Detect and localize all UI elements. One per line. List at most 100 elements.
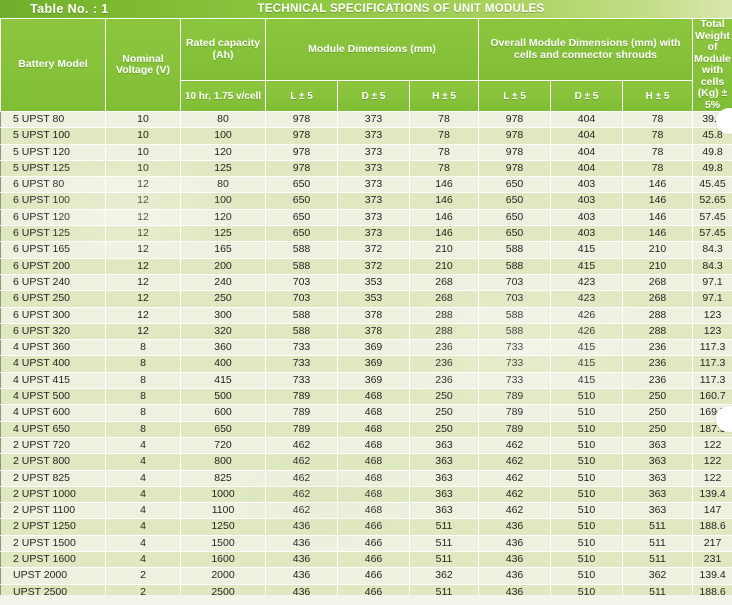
cell-rated-capacity: 1100 — [180, 502, 266, 520]
cell-module-d: 373 — [337, 192, 410, 210]
cell-module-l: 462 — [265, 469, 338, 487]
cell-module-d: 378 — [337, 322, 410, 341]
cell-rated-capacity: 1600 — [180, 551, 266, 569]
cell-module-d: 372 — [337, 257, 410, 275]
cell-module-h: 511 — [409, 551, 479, 569]
cell-module-d: 468 — [337, 502, 410, 520]
cell-battery-model: 5 UPST 100 — [0, 127, 106, 145]
cell-overall-l: 789 — [478, 404, 551, 422]
cell-overall-h: 511 — [621, 583, 694, 601]
cell-overall-h: 288 — [621, 322, 694, 341]
cell-rated-capacity: 2000 — [180, 567, 266, 585]
cell-module-d: 378 — [337, 306, 410, 324]
cell-rated-capacity: 1250 — [180, 518, 266, 536]
cell-overall-d: 423 — [550, 290, 623, 308]
table-row: UPST 300023000436466511436510511217 — [0, 599, 732, 605]
cell-module-l: 978 — [265, 127, 338, 145]
cell-module-h: 511 — [409, 534, 479, 553]
cell-rated-capacity: 120 — [180, 208, 266, 227]
cell-nominal-voltage: 8 — [105, 420, 181, 438]
header-overall-l: L ± 5 — [478, 80, 551, 112]
header-row-1: Battery Model Nominal Voltage (V) Rated … — [0, 18, 732, 112]
table-row: 6 UPST 250 12 250 703 353 268 703 423 268 97.1 — [0, 290, 732, 308]
cell-overall-d: 426 — [550, 306, 623, 324]
cell-module-l: 733 — [265, 355, 338, 373]
cell-overall-h: 362 — [621, 567, 694, 585]
cell-nominal-voltage: 12 — [105, 290, 181, 308]
cell-rated-capacity: 100 — [180, 127, 266, 145]
cell-nominal-voltage: 4 — [105, 518, 181, 536]
header-overall-h: H ± 5 — [621, 80, 694, 112]
cell-module-h: 511 — [409, 583, 479, 601]
table-row: 2 UPST 1600 4 1600 436 466 511 436 510 511 231 — [0, 551, 732, 569]
header-overall-module-dimensions: Overall Module Dimensions (mm) with cell… — [477, 18, 694, 81]
cell-rated-capacity: 500 — [180, 388, 266, 406]
cell-total-weight: 139.4 — [692, 567, 732, 585]
cell-overall-h: 511 — [621, 599, 694, 605]
cell-overall-d: 510 — [550, 485, 623, 504]
cell-battery-model: 2 UPST 1500 — [0, 534, 106, 553]
cell-total-weight: 217 — [692, 534, 732, 553]
cell-module-l: 436 — [265, 551, 338, 569]
cell-overall-d: 415 — [550, 339, 623, 357]
cell-overall-h: 511 — [621, 518, 694, 536]
table-heading: TECHNICAL SPECIFICATIONS OF UNIT MODULES — [257, 3, 545, 15]
cell-overall-l: 650 — [478, 192, 551, 210]
cell-total-weight: 122 — [692, 436, 732, 455]
table-row: 2 UPST 1500 4 1500 436 466 511 436 510 511 217 — [0, 534, 732, 553]
cell-overall-d: 510 — [550, 518, 623, 536]
cell-overall-d: 510 — [550, 404, 623, 422]
cell-overall-l: 462 — [478, 453, 551, 471]
cell-module-h: 250 — [409, 420, 479, 438]
cell-overall-l: 703 — [478, 273, 551, 292]
cell-overall-d: 415 — [550, 241, 623, 259]
cell-total-weight: 122 — [692, 453, 732, 471]
cell-nominal-voltage: 10 — [105, 143, 181, 161]
cell-battery-model: 4 UPST 360 — [0, 339, 106, 357]
table-row: 6 UPST 120 12 120 650 373 146 650 403 146 57.45 — [0, 208, 732, 227]
cell-rated-capacity: 1500 — [180, 534, 266, 553]
cell-nominal-voltage: 2 — [105, 567, 181, 585]
cell-nominal-voltage: 12 — [105, 306, 181, 324]
cell-overall-l: 650 — [478, 225, 551, 243]
table-row: 2 UPST 720 4 720 462 468 363 462 510 363 122 — [0, 436, 732, 455]
cell-overall-h: 236 — [621, 371, 694, 390]
cell-overall-l: 703 — [478, 290, 551, 308]
cell-total-weight: 123 — [692, 322, 732, 341]
cell-nominal-voltage: 4 — [105, 502, 181, 520]
cell-module-l: 462 — [265, 485, 338, 504]
cell-total-weight: 49.8 — [692, 159, 732, 178]
cell-battery-model: 4 UPST 400 — [0, 355, 106, 373]
cell-battery-model: 2 UPST 800 — [0, 453, 106, 471]
cell-overall-l: 588 — [478, 322, 551, 341]
cell-overall-d: 415 — [550, 257, 623, 275]
cell-module-h: 268 — [409, 290, 479, 308]
cell-overall-h: 250 — [621, 420, 694, 438]
cell-overall-h: 288 — [621, 306, 694, 324]
header-rated-capacity: Rated capacity (Ah) — [180, 18, 266, 81]
cell-nominal-voltage: 12 — [105, 241, 181, 259]
cell-total-weight: 217 — [692, 599, 732, 605]
cell-nominal-voltage: 10 — [105, 110, 181, 129]
cell-rated-capacity: 125 — [180, 225, 266, 243]
cell-module-l: 436 — [265, 534, 338, 553]
cell-battery-model: 2 UPST 825 — [0, 469, 106, 487]
cell-rated-capacity: 415 — [180, 371, 266, 390]
cell-module-h: 210 — [409, 241, 479, 259]
cell-module-h: 236 — [409, 371, 479, 390]
cell-nominal-voltage: 12 — [105, 176, 181, 194]
cell-overall-l: 978 — [478, 110, 551, 129]
header-overall-d: D ± 5 — [550, 80, 623, 112]
header-battery-model: Battery Model — [0, 18, 106, 112]
cell-nominal-voltage: 4 — [105, 534, 181, 553]
table-row: 2 UPST 1250 4 1250 436 466 511 436 510 511 188.6 — [0, 518, 732, 536]
cell-rated-capacity: 200 — [180, 257, 266, 275]
cell-battery-model: 6 UPST 250 — [0, 290, 106, 308]
cell-nominal-voltage: 4 — [105, 485, 181, 504]
cell-module-h: 146 — [409, 225, 479, 243]
cell-battery-model: 6 UPST 80 — [0, 176, 106, 194]
cell-nominal-voltage: 4 — [105, 453, 181, 471]
cell-module-d: 468 — [337, 485, 410, 504]
cell-rated-capacity: 600 — [180, 404, 266, 422]
cell-battery-model: 5 UPST 120 — [0, 143, 106, 161]
